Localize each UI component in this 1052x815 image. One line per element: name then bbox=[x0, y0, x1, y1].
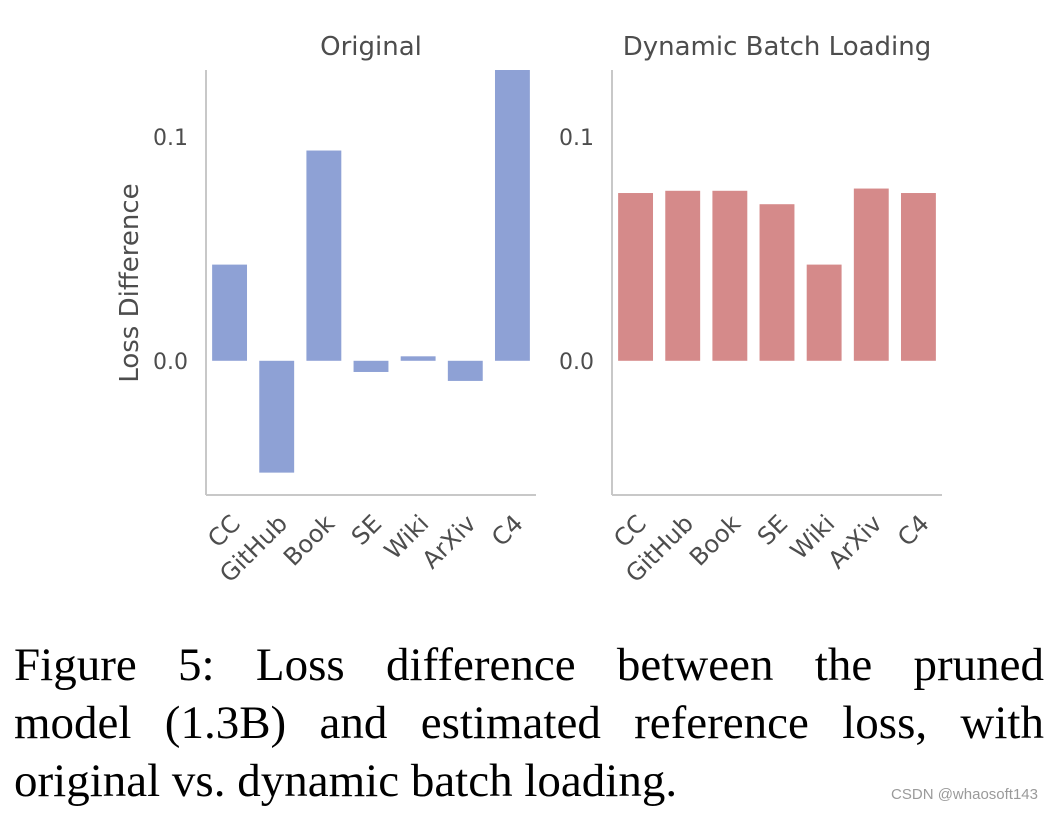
bar-wiki bbox=[806, 264, 842, 361]
chart-title: Dynamic Batch Loading bbox=[623, 32, 932, 62]
x-tick-label: C4 bbox=[892, 509, 934, 551]
x-tick-label: Book bbox=[278, 509, 340, 571]
bar-arxiv bbox=[447, 360, 483, 381]
bar-github bbox=[665, 190, 701, 361]
bar-wiki bbox=[400, 356, 436, 361]
bar-se bbox=[759, 204, 795, 361]
x-tick-label: ArXiv bbox=[823, 509, 888, 574]
y-axis-label: Loss Difference bbox=[115, 183, 145, 382]
bar-c4 bbox=[900, 193, 936, 361]
caption-line-1: Figure 5: Loss difference between the pr… bbox=[14, 639, 1044, 691]
bar-book bbox=[712, 190, 748, 361]
figure: Loss Difference Original0.00.1CCGitHubBo… bbox=[115, 32, 942, 588]
bar-book bbox=[306, 150, 342, 361]
caption-line-3: original vs. dynamic batch loading. bbox=[14, 755, 678, 807]
bar-cc bbox=[618, 193, 654, 361]
bar-cc bbox=[212, 264, 248, 361]
bar-arxiv bbox=[853, 188, 889, 361]
watermark: CSDN @whaosoft143 bbox=[891, 786, 1038, 803]
x-tick-label: Book bbox=[684, 509, 746, 571]
x-tick-label: ArXiv bbox=[417, 509, 482, 574]
bar-c4 bbox=[494, 70, 530, 361]
caption-line-2: model (1.3B) and estimated reference los… bbox=[14, 697, 1044, 749]
figure-caption: Figure 5: Loss difference between the pr… bbox=[14, 636, 1044, 810]
bar-github bbox=[259, 360, 295, 473]
y-tick-label: 0.1 bbox=[153, 126, 188, 151]
bar-se bbox=[353, 360, 389, 372]
y-tick-label: 0.1 bbox=[559, 126, 594, 151]
y-tick-label: 0.0 bbox=[153, 350, 188, 375]
x-tick-label: C4 bbox=[486, 509, 528, 551]
chart-title: Original bbox=[320, 32, 422, 62]
y-tick-label: 0.0 bbox=[559, 350, 594, 375]
